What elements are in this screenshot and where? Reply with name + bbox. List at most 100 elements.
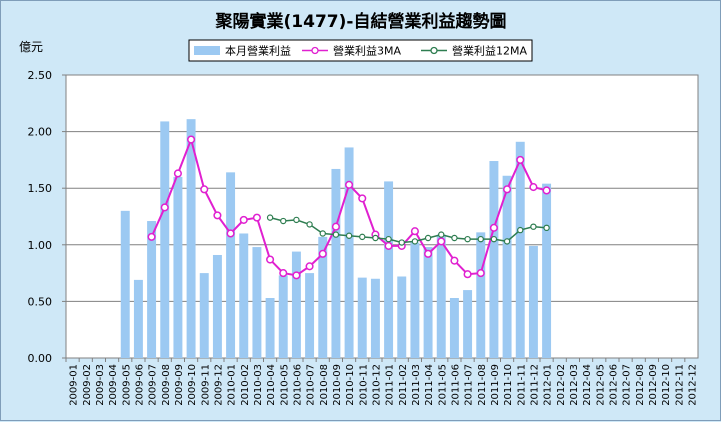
x-tick-label: 2012-12: [687, 364, 698, 406]
point-12ma: [280, 217, 287, 225]
bar: [239, 233, 249, 358]
point-3ma: [226, 229, 235, 238]
bar: [147, 221, 157, 358]
x-tick-label: 2009-07: [148, 364, 159, 406]
x-tick-label: 2009-05: [121, 364, 132, 406]
x-tick-label: 2011-05: [437, 364, 448, 406]
bar: [528, 245, 538, 358]
bar: [252, 247, 262, 358]
x-tick-label: 2010-10: [345, 364, 356, 406]
x-tick-label: 2011-08: [477, 364, 488, 406]
bar: [542, 183, 552, 358]
point-3ma: [160, 203, 169, 212]
point-12ma: [517, 226, 524, 234]
x-tick-label: 2011-06: [450, 364, 461, 406]
x-tick-label: 2011-02: [398, 364, 409, 406]
x-tick-label: 2009-12: [213, 364, 224, 406]
x-tick-label: 2009-09: [174, 364, 185, 406]
y-tick-label: 1.50: [28, 182, 53, 195]
x-tick-label: 2009-11: [200, 364, 211, 406]
legend-label: 營業利益3MA: [333, 44, 401, 58]
x-tick-label: 2009-04: [108, 364, 119, 406]
x-tick-label: 2010-03: [253, 364, 264, 406]
x-tick-label: 2010-01: [227, 364, 238, 406]
plot-area: [65, 74, 699, 359]
legend-swatch-bar: [194, 46, 220, 55]
bar: [291, 251, 301, 358]
series-line-12ma: [269, 216, 547, 244]
point-12ma: [306, 221, 313, 228]
bar: [370, 278, 380, 358]
x-tick-label: 2011-10: [503, 364, 514, 406]
bar: [489, 161, 499, 358]
x-tick-label: 2012-11: [674, 364, 685, 406]
point-3ma: [279, 269, 288, 278]
point-3ma: [476, 269, 485, 278]
x-tick-label: 2010-09: [332, 364, 343, 406]
point-3ma: [187, 135, 196, 144]
point-3ma: [424, 249, 433, 258]
point-3ma: [239, 215, 248, 224]
point-12ma: [477, 235, 484, 243]
bar: [186, 119, 196, 358]
point-12ma: [293, 216, 300, 224]
point-3ma: [503, 185, 512, 194]
point-3ma: [384, 241, 393, 250]
x-tick-label: 2009-08: [161, 364, 172, 406]
bar: [212, 254, 222, 358]
x-tick-label: 2012-02: [556, 364, 567, 406]
bar: [449, 298, 459, 358]
point-12ma: [438, 231, 445, 238]
bar: [463, 290, 473, 358]
x-tick-label: 2012-03: [569, 364, 580, 406]
point-12ma: [398, 239, 405, 246]
x-tick-label: 2010-08: [319, 364, 330, 406]
legend-label: 本月營業利益: [225, 44, 291, 58]
point-12ma: [319, 230, 326, 237]
bar: [423, 247, 433, 358]
x-tick-label: 2011-12: [529, 364, 540, 406]
bar: [410, 242, 420, 358]
point-3ma: [489, 223, 498, 232]
x-tick-label: 2009-01: [69, 364, 80, 406]
x-tick-label: 2009-03: [95, 364, 106, 406]
bar: [173, 176, 183, 358]
bar: [384, 181, 394, 358]
point-12ma: [372, 234, 379, 242]
point-12ma: [424, 234, 432, 242]
point-12ma: [530, 223, 537, 230]
x-tick-label: 2011-03: [411, 364, 422, 406]
point-3ma: [410, 227, 419, 236]
legend-label: 營業利益12MA: [452, 44, 527, 58]
point-12ma: [503, 238, 511, 245]
chart-title: 聚陽實業(1477)-自結營業利益趨勢圖: [215, 11, 507, 32]
point-12ma: [332, 231, 340, 238]
point-12ma: [490, 235, 498, 243]
bar: [133, 279, 143, 358]
point-3ma: [318, 249, 327, 258]
point-12ma: [385, 235, 392, 243]
bar: [476, 232, 486, 358]
x-tick-label: 2011-07: [464, 364, 475, 406]
point-12ma: [543, 224, 550, 232]
point-12ma: [464, 235, 471, 243]
point-3ma: [173, 169, 182, 178]
x-tick-label: 2009-02: [82, 364, 93, 406]
point-3ma: [213, 211, 222, 220]
point-3ma: [305, 262, 314, 271]
legend: 本月營業利益 營業利益3MA 營業利益12MA: [188, 39, 533, 62]
y-tick-label: 0.00: [28, 352, 53, 365]
x-tick-label: 2012-08: [635, 364, 646, 406]
point-3ma: [437, 237, 446, 246]
point-12ma: [359, 233, 366, 241]
x-tick-label: 2012-10: [661, 364, 672, 406]
point-12ma: [451, 234, 458, 242]
point-3ma: [292, 271, 301, 280]
y-axis-unit: 億元: [19, 40, 43, 54]
point-3ma: [147, 232, 156, 241]
point-3ma: [252, 213, 261, 222]
x-tick-label: 2010-02: [240, 364, 251, 406]
bar: [199, 273, 209, 358]
x-tick-label: 2012-05: [595, 364, 606, 406]
bar: [120, 210, 130, 358]
